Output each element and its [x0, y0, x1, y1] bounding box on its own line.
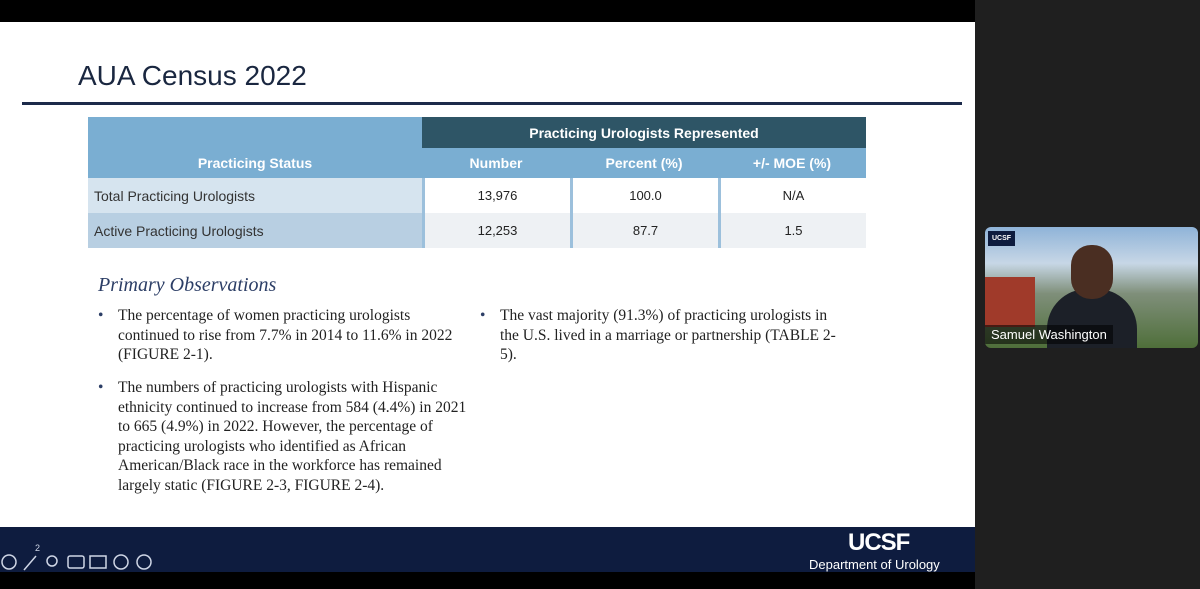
observations-heading: Primary Observations [98, 274, 277, 296]
row-label: Total Practicing Urologists [88, 178, 422, 213]
video-button[interactable] [89, 555, 107, 569]
toolbar: 2 [1, 543, 152, 571]
footer-department: Department of Urology [809, 557, 940, 572]
video-background [985, 277, 1035, 327]
slide: AUA Census 2022 Practicing Urologists Re… [0, 22, 975, 527]
slide-title: AUA Census 2022 [78, 60, 307, 91]
video-tile: UCSF Samuel Washington [985, 227, 1198, 348]
bullet: The numbers of practicing urologists wit… [98, 378, 470, 495]
participant-name: Samuel Washington [985, 325, 1113, 344]
row-label: Active Practicing Urologists [88, 213, 422, 248]
slide-footer: UCSF Department of Urology [0, 527, 975, 572]
table-cell: N/A [718, 178, 866, 213]
table-cell: 87.7 [570, 213, 718, 248]
cc-button[interactable] [67, 555, 85, 569]
zoom-button[interactable] [46, 555, 58, 567]
bullet: The vast majority (91.3%) of practicing … [480, 306, 845, 365]
page-number: 2 [35, 543, 40, 553]
more-button[interactable] [113, 554, 129, 570]
column-header: Practicing Status [88, 148, 422, 178]
table-cell: 100.0 [570, 178, 718, 213]
video-badge: UCSF [988, 231, 1016, 246]
bullet: The percentage of women practicing urolo… [98, 306, 470, 365]
column-header: +/- MOE (%) [718, 148, 866, 178]
footer-logo: UCSF [848, 529, 910, 556]
group-header: Practicing Urologists Represented [422, 117, 866, 148]
table: Practicing Urologists Represented Practi… [88, 117, 866, 248]
video-person [1071, 245, 1113, 299]
pen-button[interactable] [23, 555, 37, 571]
table-cell: 13,976 [422, 178, 570, 213]
column-header: Number [422, 148, 570, 178]
prev-button[interactable] [1, 554, 17, 570]
table-cell: 1.5 [718, 213, 866, 248]
next-button[interactable] [136, 554, 152, 570]
column-header: Percent (%) [570, 148, 718, 178]
table-cell: 12,253 [422, 213, 570, 248]
title-rule [22, 102, 962, 105]
